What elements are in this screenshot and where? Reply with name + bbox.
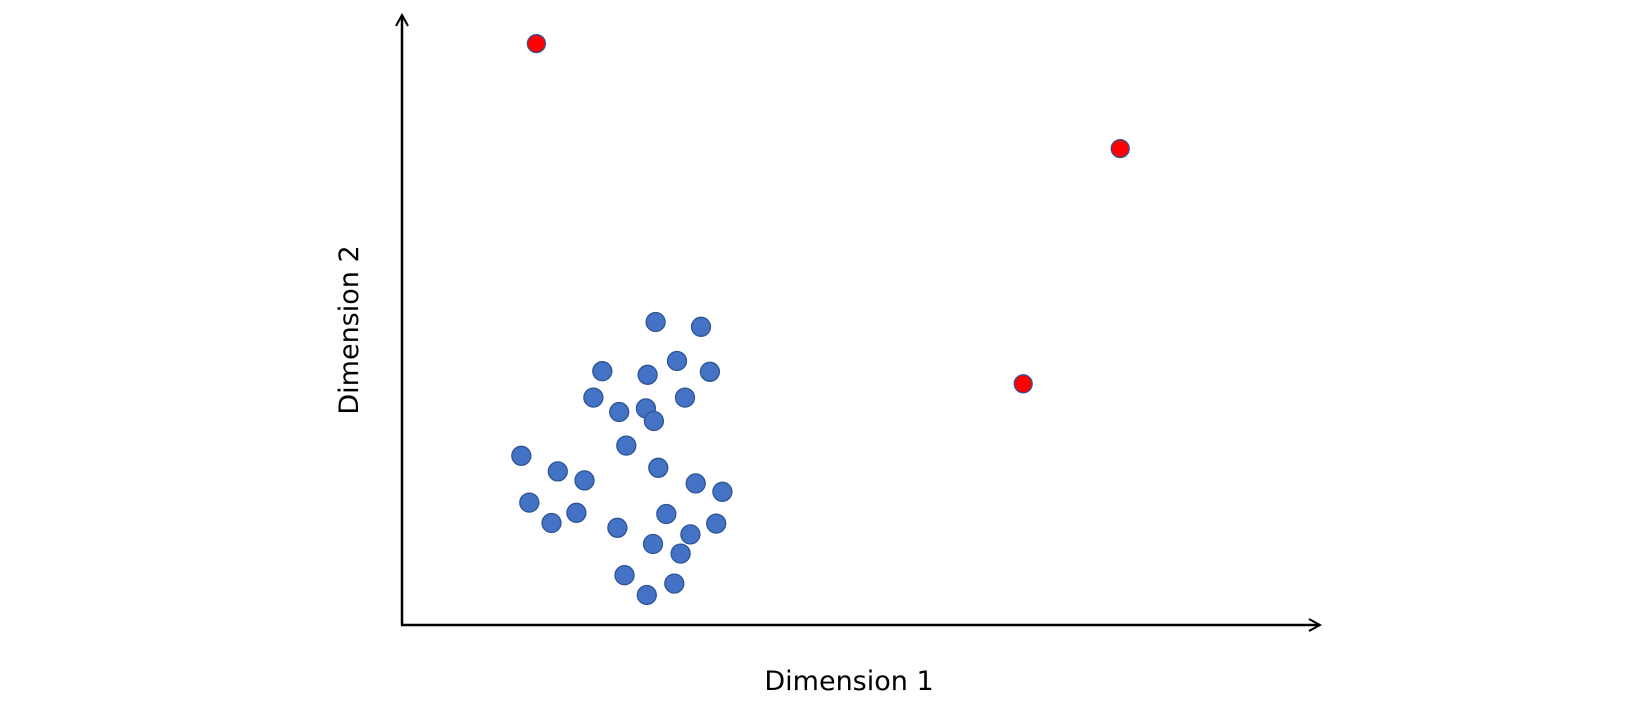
data-point (519, 492, 540, 513)
data-point (645, 311, 666, 333)
data-point (511, 445, 532, 466)
data-point (616, 435, 637, 456)
outlier-point (526, 33, 547, 54)
data-points (511, 33, 1130, 606)
data-point (637, 364, 658, 385)
data-point (674, 387, 696, 408)
data-point (685, 473, 706, 494)
data-point (670, 543, 691, 564)
x-axis-label: Dimension 1 (764, 666, 933, 697)
data-point (642, 533, 664, 555)
data-point (614, 565, 635, 586)
data-point (583, 387, 604, 408)
outlier-point (1013, 374, 1033, 394)
outlier-point (1110, 138, 1130, 159)
data-point (680, 524, 701, 545)
data-point (636, 584, 657, 606)
data-point (699, 361, 721, 382)
data-point (656, 503, 677, 525)
data-point (643, 410, 665, 432)
data-point (690, 316, 712, 337)
data-point (592, 361, 613, 382)
data-point (664, 573, 685, 594)
data-point (607, 517, 628, 538)
data-point (541, 512, 562, 534)
data-point (547, 461, 568, 482)
data-point (574, 470, 595, 491)
data-point (566, 502, 587, 523)
data-point (706, 513, 727, 534)
data-point (666, 350, 688, 372)
data-point (648, 457, 669, 478)
y-axis-label: Dimension 2 (334, 245, 365, 414)
data-point (609, 401, 630, 423)
data-point (712, 481, 733, 502)
